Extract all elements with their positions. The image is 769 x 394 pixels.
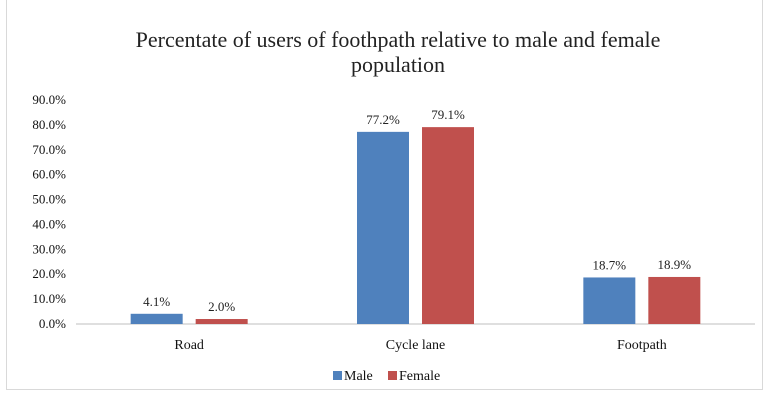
x-category-label: Footpath	[617, 338, 667, 353]
data-label: 4.1%	[143, 294, 170, 309]
y-tick-label: 10.0%	[32, 291, 66, 306]
bar-male-cycle-lane	[357, 131, 409, 324]
legend-label-male: Male	[344, 369, 373, 384]
bar-male-footpath	[583, 277, 636, 324]
legend-swatch-male	[333, 371, 342, 380]
y-tick-label: 40.0%	[32, 216, 66, 231]
x-category-label: Road	[174, 338, 204, 353]
y-tick-label: 0.0%	[39, 316, 66, 331]
chart-title-line-2: population	[351, 52, 445, 77]
legend: Male Female	[333, 369, 440, 384]
data-label: 18.7%	[593, 257, 627, 272]
data-label: 2.0%	[208, 299, 235, 314]
data-label: 79.1%	[431, 107, 465, 122]
y-axis-ticks: 0.0% 10.0% 20.0% 30.0% 40.0% 50.0% 60.0% 70.0% 8…	[32, 92, 66, 331]
y-tick-label: 50.0%	[32, 192, 66, 207]
bar-male-road	[130, 313, 183, 324]
y-tick-label: 70.0%	[32, 142, 66, 157]
legend-label-female: Female	[399, 369, 440, 384]
data-labels: 4.1% 2.0% 77.2% 79.1% 18.7% 18.9%	[143, 107, 691, 314]
chart-title-line-1: Percentate of users of foothpath relativ…	[136, 27, 661, 52]
bar-female-footpath	[648, 276, 701, 324]
x-axis-categories: Road Cycle lane Footpath	[174, 338, 666, 353]
y-tick-label: 30.0%	[32, 241, 66, 256]
data-label: 77.2%	[366, 112, 400, 127]
y-tick-label: 20.0%	[32, 266, 66, 281]
y-tick-label: 90.0%	[32, 92, 66, 107]
legend-swatch-female	[388, 371, 397, 380]
y-tick-label: 60.0%	[32, 167, 66, 182]
y-tick-label: 80.0%	[32, 117, 66, 132]
bars-group	[130, 127, 701, 324]
data-label: 18.9%	[658, 257, 692, 272]
bar-female-cycle-lane	[422, 127, 474, 324]
bar-female-road	[195, 319, 248, 324]
x-category-label: Cycle lane	[386, 338, 445, 353]
